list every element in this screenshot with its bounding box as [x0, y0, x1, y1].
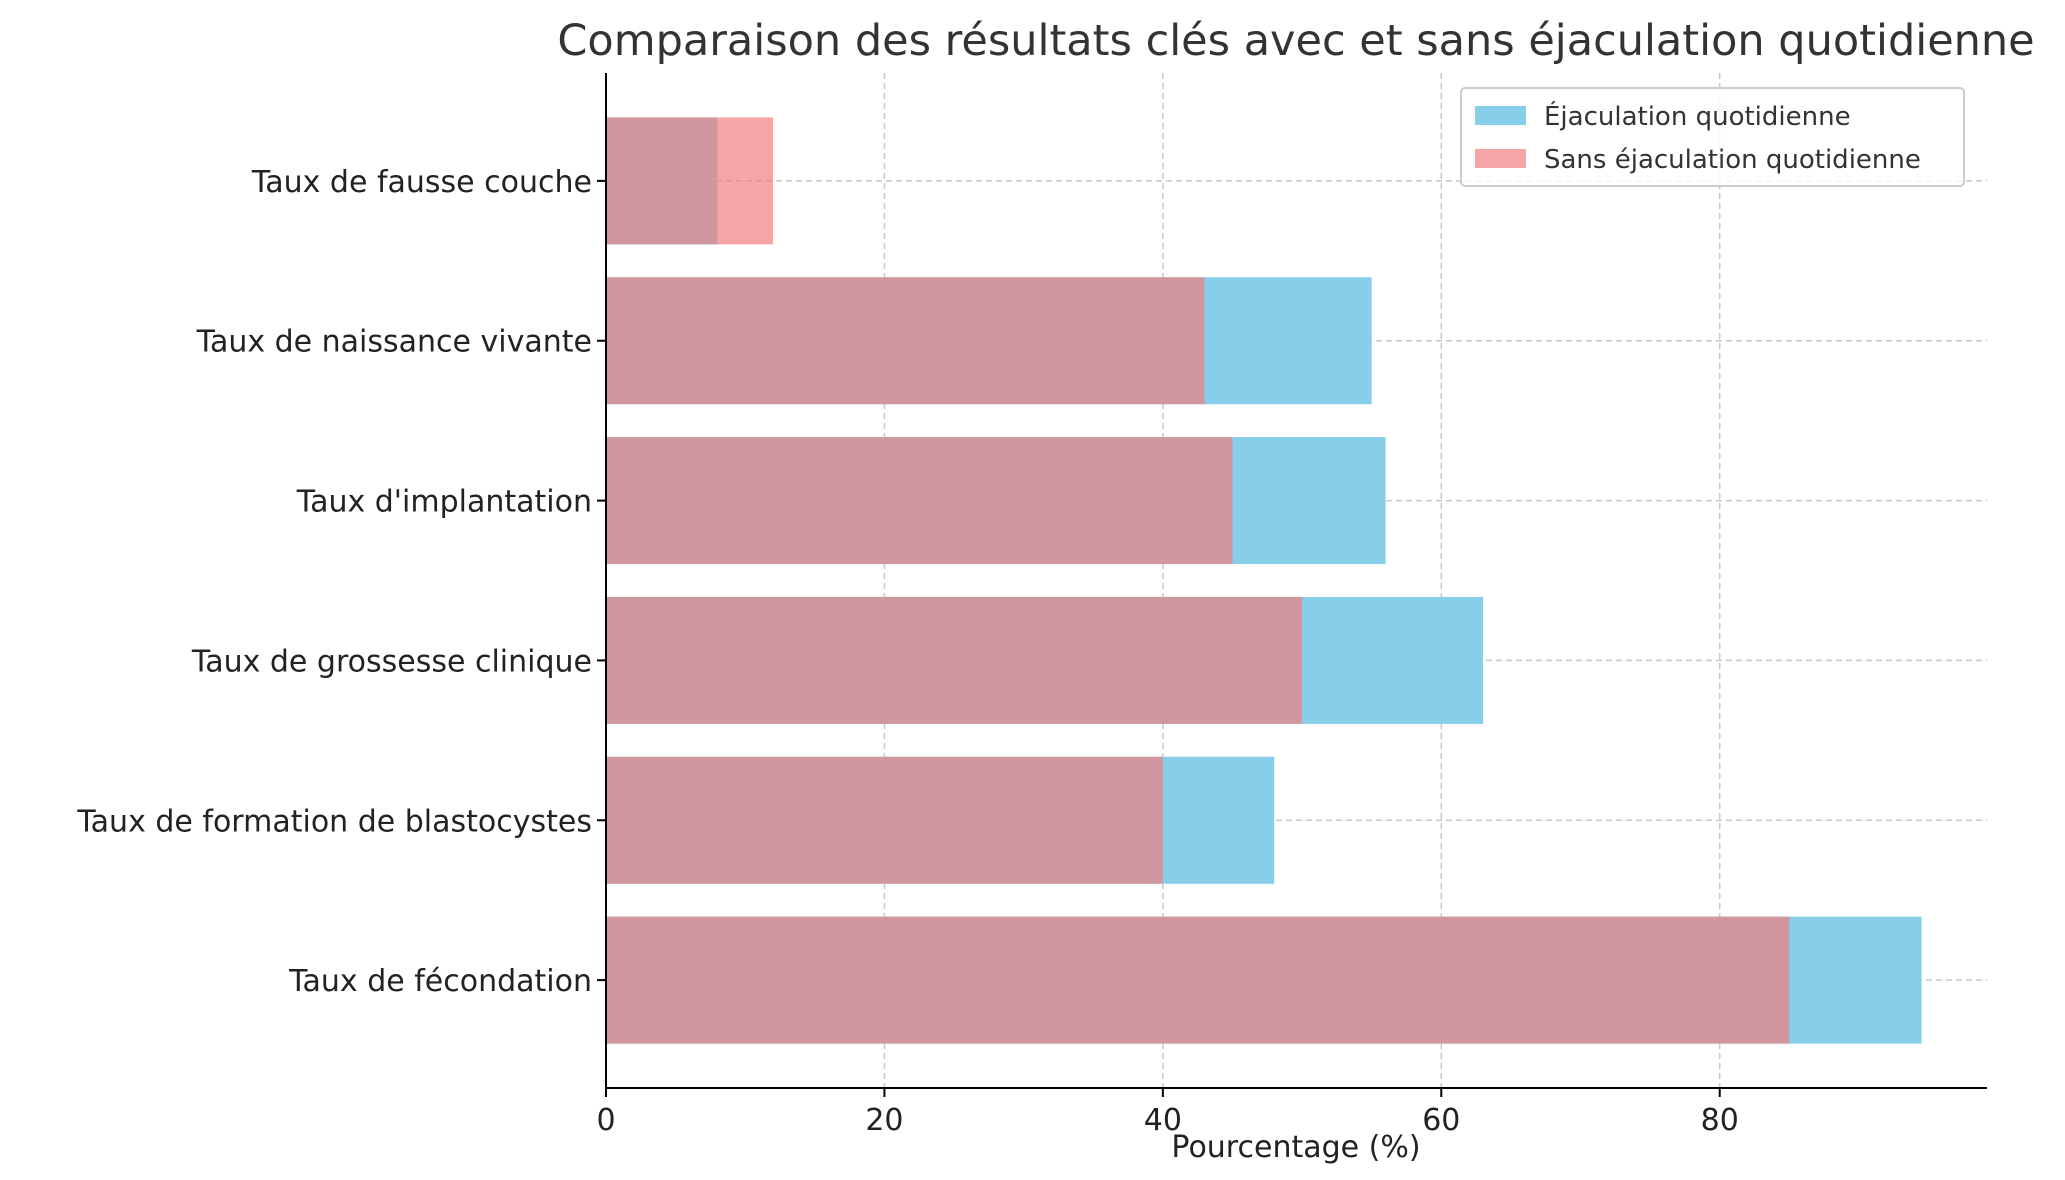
y-tick-label-5: Taux de fausse couche: [251, 165, 592, 200]
legend-label-sans-ejaculation-quotidienne: Sans éjaculation quotidienne: [1544, 145, 1921, 175]
y-tick-label-4: Taux de naissance vivante: [196, 325, 592, 360]
bar-sans-ejaculation-quotidienne-2: [606, 596, 1303, 724]
bar-sans-ejaculation-quotidienne-0: [606, 916, 1790, 1044]
bar-sans-ejaculation-quotidienne-1: [606, 756, 1163, 884]
bar-sans-ejaculation-quotidienne-5: [606, 117, 774, 245]
legend-label-ejaculation-quotidienne: Éjaculation quotidienne: [1544, 100, 1851, 132]
x-tick-label-60: 60: [1422, 1103, 1460, 1138]
legend-swatch-ejaculation-quotidienne: [1475, 106, 1526, 125]
x-tick-label-20: 20: [865, 1103, 903, 1138]
chart-title: Comparaison des résultats clés avec et s…: [557, 16, 2034, 66]
bar-sans-ejaculation-quotidienne-4: [606, 277, 1205, 405]
legend-swatch-sans-ejaculation-quotidienne: [1475, 149, 1526, 168]
x-tick-label-40: 40: [1144, 1103, 1182, 1138]
axes: [597, 73, 1987, 1097]
tick-labels: 0 20 40 60 80 Taux de fécondation Taux de form…: [76, 165, 1738, 1138]
legend-box: [1460, 87, 1965, 187]
legend: Éjaculation quotidienne Sans éjaculation…: [1460, 87, 1965, 187]
bars: [606, 117, 1922, 1044]
y-tick-label-3: Taux d'implantation: [296, 485, 592, 520]
y-tick-label-2: Taux de grossesse clinique: [191, 644, 592, 679]
x-tick-label-0: 0: [596, 1103, 615, 1138]
x-tick-label-80: 80: [1701, 1103, 1739, 1138]
y-tick-label-0: Taux de fécondation: [288, 964, 592, 999]
x-axis-label: Pourcentage (%): [1171, 1130, 1420, 1165]
bar-sans-ejaculation-quotidienne-3: [606, 437, 1233, 565]
y-tick-label-1: Taux de formation de blastocystes: [76, 804, 592, 839]
